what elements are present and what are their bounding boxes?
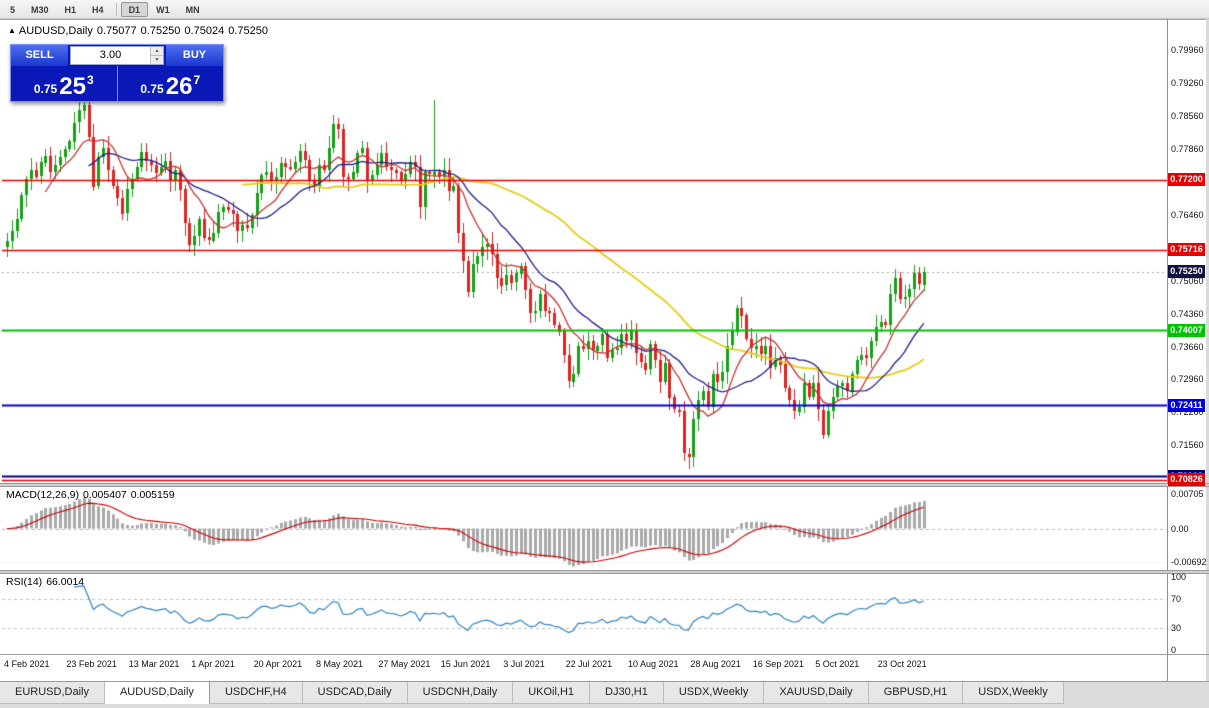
timeframe-toolbar: 5 M30 H1 H4 D1 W1 MN [0, 0, 1209, 19]
macd-header: MACD(12,26,9) 0.005407 0.005159 [6, 489, 179, 501]
one-click-trading-panel: SELL 3.00 ▲ ▼ BUY 0.75 25 3 0.75 26 7 [10, 44, 224, 102]
pane-separator [0, 654, 1209, 655]
date-label: 20 Apr 2021 [253, 659, 303, 669]
date-label: 5 Oct 2021 [815, 659, 860, 669]
date-label: 23 Oct 2021 [877, 659, 927, 669]
price-tick: 0.72260 [1171, 407, 1204, 418]
volume-field[interactable]: 3.00 ▲ ▼ [70, 46, 164, 65]
date-label: 16 Sep 2021 [752, 659, 804, 669]
macd-main-value: 0.005407 [82, 489, 127, 501]
chart-tab-bar: EURUSD,Daily AUDUSD,Daily USDCHF,H4 USDCAD,… [0, 681, 1209, 708]
date-label: 3 Jul 2021 [503, 659, 545, 669]
macd-axis-label: 0.00705 [1171, 489, 1204, 500]
date-label: 1 Apr 2021 [191, 659, 235, 669]
price-tick: 0.72960 [1171, 374, 1204, 385]
macd-signal-value: 0.005159 [130, 489, 175, 501]
date-label: 15 Jun 2021 [440, 659, 491, 669]
rsi-axis-label: 70 [1171, 593, 1182, 604]
toolbar-divider [115, 2, 117, 16]
price-level-badge: 0.72411 [1168, 398, 1205, 412]
price-level-badge: 0.74007 [1168, 323, 1205, 337]
rsi-title: RSI(14) [6, 576, 43, 588]
macd-axis-label: 0.00 [1171, 523, 1189, 534]
ohlc-close: 0.75250 [228, 25, 268, 37]
date-label: 13 Mar 2021 [128, 659, 180, 669]
sell-price-pipette: 3 [86, 73, 94, 87]
date-label: 10 Aug 2021 [628, 659, 679, 669]
rsi-canvas[interactable] [2, 574, 1167, 654]
buy-button[interactable]: BUY [166, 45, 223, 66]
price-tick: 0.73660 [1171, 341, 1204, 352]
price-axis-border [1167, 19, 1168, 681]
chart-tab-eurusd-daily[interactable]: EURUSD,Daily [0, 682, 105, 704]
price-level-badge: 0.70826 [1168, 473, 1205, 487]
date-label: 4 Feb 2021 [4, 659, 50, 669]
rsi-axis-label: 30 [1171, 623, 1182, 634]
price-tick: 0.79260 [1171, 78, 1204, 89]
symbol-label: AUDUSD,Daily [18, 25, 93, 37]
sell-price-pips: 25 [59, 72, 86, 100]
timeframe-w1[interactable]: W1 [156, 4, 170, 15]
ohlc-open: 0.75077 [96, 25, 137, 37]
buy-price-display[interactable]: 0.75 26 7 [118, 66, 224, 101]
rsi-axis-label: 100 [1171, 572, 1187, 582]
macd-axis-label: -0.00692 [1171, 557, 1207, 568]
rsi-value: 66.0014 [46, 576, 85, 588]
chart-tab-gbpusd-h1[interactable]: GBPUSD,H1 [868, 682, 964, 704]
chart-tab-dj30-h1[interactable]: DJ30,H1 [590, 682, 664, 704]
timeframe-5[interactable]: 5 [10, 4, 16, 15]
price-tick: 0.77860 [1171, 143, 1204, 154]
volume-value[interactable]: 3.00 [99, 49, 122, 61]
ohlc-low: 0.75024 [184, 25, 225, 37]
timeframe-d1[interactable]: D1 [120, 1, 149, 17]
pane-separator[interactable] [0, 570, 1209, 574]
date-label: 8 May 2021 [316, 659, 364, 669]
buy-price-pipette: 7 [193, 73, 201, 87]
timeframe-m30[interactable]: M30 [31, 4, 49, 15]
chart-tab-usdx-weekly[interactable]: USDX,Weekly [963, 682, 1064, 704]
buy-price-base: 0.75 [140, 82, 164, 96]
price-tick: 0.74360 [1171, 308, 1204, 319]
sell-price-display[interactable]: 0.75 25 3 [11, 66, 118, 101]
price-tick: 0.75060 [1171, 275, 1204, 286]
date-label: 23 Feb 2021 [66, 659, 117, 669]
volume-increase-icon[interactable]: ▲ [151, 47, 163, 56]
macd-canvas[interactable] [2, 487, 1167, 570]
chart-tab-xauusd-daily[interactable]: XAUUSD,Daily [764, 682, 869, 704]
chart-tab-ukoil-h1[interactable]: UKOil,H1 [513, 682, 591, 704]
price-level-badge: 0.75716 [1168, 243, 1205, 257]
price-tick: 0.71560 [1171, 440, 1204, 451]
volume-decrease-icon[interactable]: ▼ [151, 56, 163, 64]
date-label: 28 Aug 2021 [690, 659, 741, 669]
timeframe-h4[interactable]: H4 [92, 4, 104, 15]
timeframe-mn[interactable]: MN [185, 4, 200, 15]
price-tick: 0.78560 [1171, 110, 1204, 121]
rsi-axis-label: 0 [1171, 645, 1177, 655]
timeframe-h1[interactable]: H1 [64, 4, 77, 15]
date-label: 22 Jul 2021 [565, 659, 613, 669]
current-price-badge: 0.75250 [1168, 265, 1205, 279]
price-tick: 0.79960 [1171, 45, 1204, 56]
date-axis: 4 Feb 2021 23 Feb 2021 13 Mar 2021 1 Apr 20… [2, 655, 1167, 681]
sell-price-base: 0.75 [33, 82, 58, 96]
ohlc-high: 0.75250 [140, 25, 181, 37]
chart-tab-usdcnh-daily[interactable]: USDCNH,Daily [407, 682, 514, 704]
sell-button[interactable]: SELL [11, 45, 68, 66]
pane-separator[interactable] [0, 483, 1209, 487]
volume-spinner: ▲ ▼ [150, 47, 163, 64]
chart-tab-usdx-weekly[interactable]: USDX,Weekly [663, 682, 765, 704]
chart-tab-audusd-daily[interactable]: AUDUSD,Daily [104, 682, 210, 704]
chart-tab-usdcad-daily[interactable]: USDCAD,Daily [302, 682, 408, 704]
symbol-marker-icon: ▲ [8, 26, 16, 35]
buy-price-pips: 26 [165, 72, 193, 100]
chart-ohlc-header: ▲ AUDUSD,Daily 0.75077 0.75250 0.75024 0.7525… [8, 25, 272, 37]
chart-tab-usdchf-h4[interactable]: USDCHF,H4 [209, 682, 303, 704]
price-level-badge: 0.77200 [1168, 173, 1205, 187]
right-scroll-strip[interactable] [1206, 19, 1209, 681]
rsi-header: RSI(14) 66.0014 [6, 576, 88, 588]
date-label: 27 May 2021 [378, 659, 431, 669]
macd-title: MACD(12,26,9) [6, 489, 79, 501]
price-tick: 0.76460 [1171, 209, 1204, 220]
